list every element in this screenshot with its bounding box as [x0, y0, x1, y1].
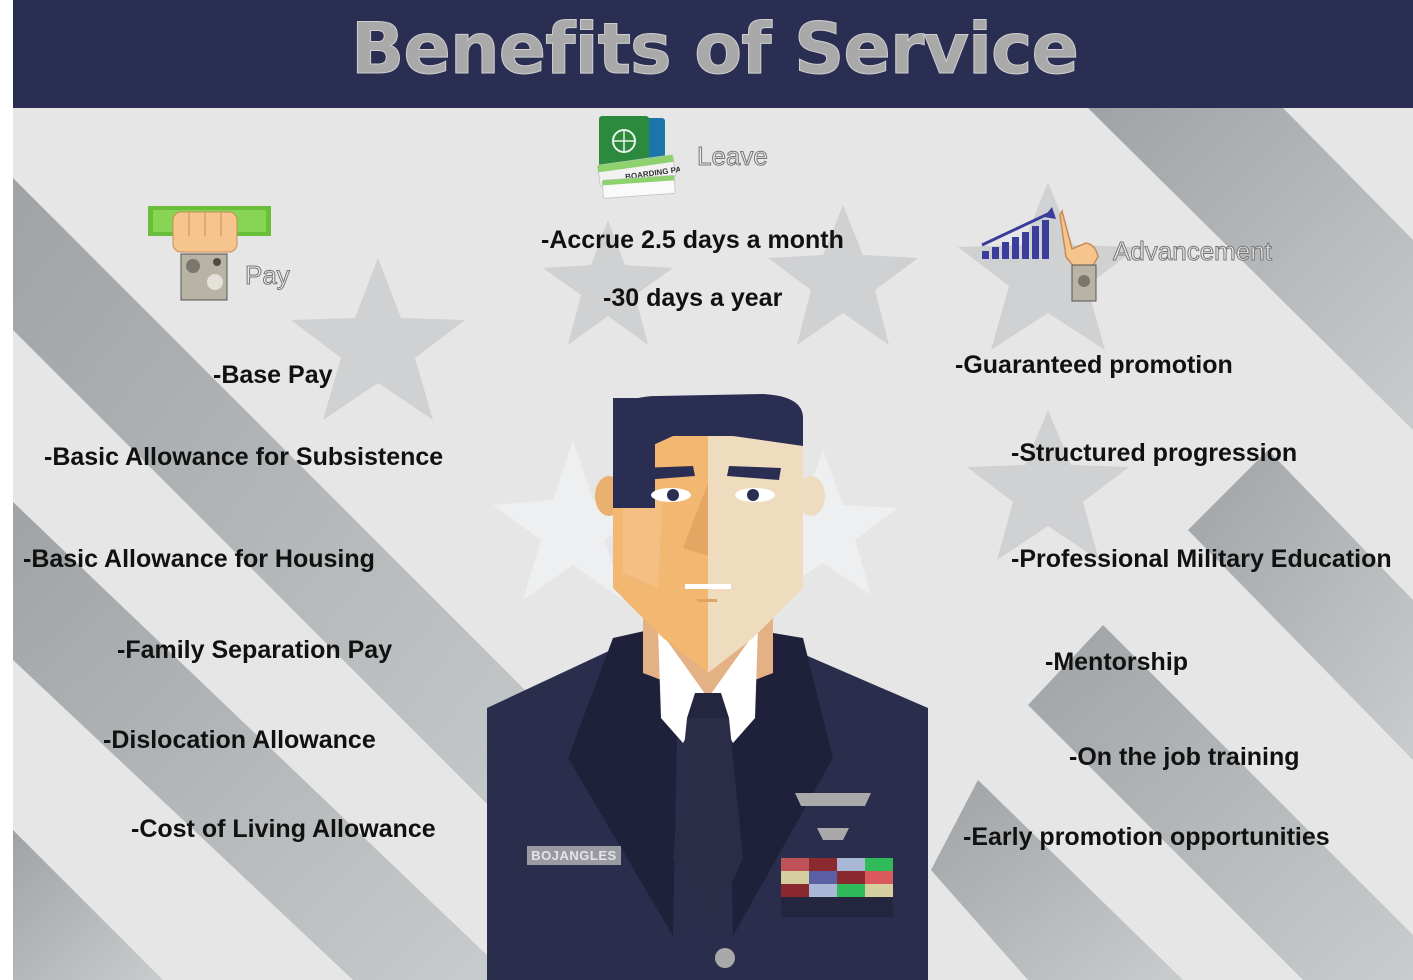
- advancement-item: -Early promotion opportunities: [963, 823, 1330, 851]
- advancement-item: -Mentorship: [1045, 648, 1189, 676]
- advancement-item: -Structured progression: [1011, 439, 1298, 467]
- soldier-illustration: [487, 394, 928, 980]
- pay-item: -Dislocation Allowance: [103, 726, 376, 754]
- header-banner: Benefits of Service: [13, 0, 1413, 108]
- pay-item: -Basic Allowance for Subsistence: [44, 443, 444, 471]
- pay-item: -Family Separation Pay: [117, 636, 393, 664]
- pay-item: -Basic Allowance for Housing: [23, 545, 375, 573]
- growth-chart-hand-icon: [981, 207, 1099, 302]
- advancement-item: -Professional Military Education: [1011, 545, 1392, 573]
- page-title: Benefits of Service: [350, 8, 1079, 91]
- leave-item: -30 days a year: [603, 284, 783, 312]
- name-tag: BOJANGLES: [527, 846, 621, 865]
- pay-item: -Base Pay: [213, 361, 333, 389]
- pay-section-label: Pay: [245, 260, 291, 291]
- passport-boarding-pass-icon: BOARDING PASS: [597, 116, 680, 199]
- advancement-section-label: Advancement: [1113, 236, 1273, 267]
- infographic-canvas: Benefits of Service BOARDING PASS Leave …: [13, 0, 1413, 980]
- leave-section-label: Leave: [697, 141, 769, 172]
- money-fist-icon: [148, 206, 271, 301]
- advancement-item: -On the job training: [1069, 743, 1300, 771]
- striped-background: [13, 108, 1413, 980]
- pay-item: -Cost of Living Allowance: [131, 815, 436, 843]
- advancement-item: -Guaranteed promotion: [955, 351, 1233, 379]
- leave-item: -Accrue 2.5 days a month: [541, 226, 844, 254]
